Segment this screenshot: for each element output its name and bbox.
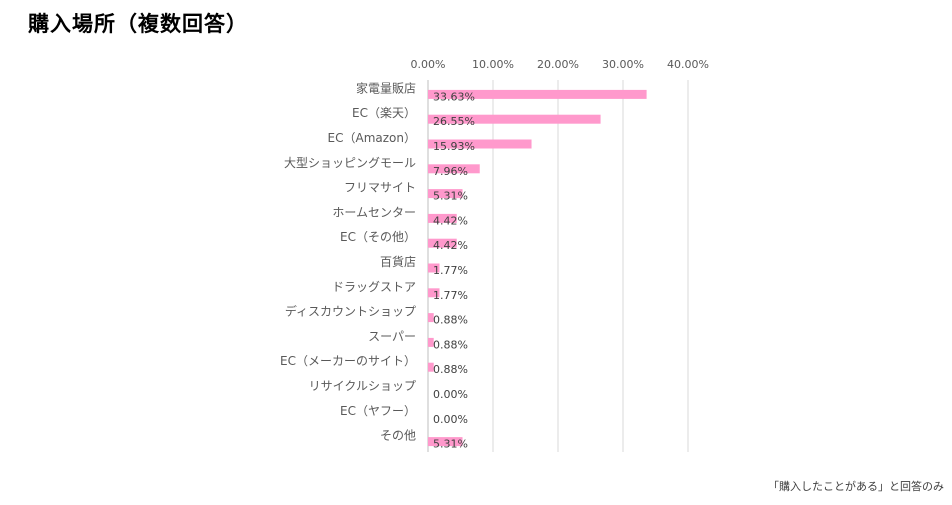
x-tick-label: 0.00% bbox=[411, 58, 446, 71]
category-label: EC（楽天） bbox=[352, 106, 416, 120]
bar bbox=[428, 313, 434, 323]
bar bbox=[428, 164, 480, 174]
bar bbox=[428, 263, 440, 273]
x-tick-label: 40.00% bbox=[667, 58, 709, 71]
category-label: ディスカウントショップ bbox=[285, 304, 416, 319]
data-label: 0.00% bbox=[433, 413, 468, 426]
data-label: 1.77% bbox=[433, 289, 468, 302]
category-label: フリマサイト bbox=[344, 181, 416, 195]
bar bbox=[428, 362, 434, 372]
data-label: 5.31% bbox=[433, 438, 468, 451]
bar bbox=[428, 337, 434, 347]
data-label: 4.42% bbox=[433, 214, 468, 227]
data-label: 0.88% bbox=[433, 314, 468, 327]
data-label: 0.00% bbox=[433, 388, 468, 401]
data-label: 26.55% bbox=[433, 115, 475, 128]
category-label: EC（メーカーのサイト） bbox=[280, 354, 416, 368]
category-label: EC（Amazon） bbox=[328, 131, 416, 145]
category-label: リサイクルショップ bbox=[309, 379, 416, 393]
bar bbox=[428, 213, 457, 223]
data-label: 15.93% bbox=[433, 140, 475, 153]
bar bbox=[428, 437, 463, 447]
category-label: 百貨店 bbox=[380, 254, 416, 269]
bar bbox=[428, 238, 457, 248]
category-label: ドラッグストア bbox=[332, 280, 416, 294]
category-label: その他 bbox=[380, 429, 416, 443]
category-label: 家電量販店 bbox=[356, 80, 416, 95]
data-label: 7.96% bbox=[433, 165, 468, 178]
data-label: 4.42% bbox=[433, 239, 468, 252]
category-label: EC（ヤフー） bbox=[340, 404, 416, 418]
data-label: 33.63% bbox=[433, 90, 475, 103]
bar bbox=[428, 139, 532, 149]
footnote: 「購入したことがある」と回答のみ bbox=[768, 480, 944, 493]
x-tick-label: 30.00% bbox=[602, 58, 644, 71]
category-label: ホームセンター bbox=[332, 205, 416, 219]
category-label: スーパー bbox=[368, 329, 416, 343]
bar bbox=[428, 189, 463, 199]
category-label: 大型ショッピングモール bbox=[284, 156, 416, 170]
data-label: 0.88% bbox=[433, 338, 468, 351]
data-label: 5.31% bbox=[433, 190, 468, 203]
x-tick-label: 20.00% bbox=[537, 58, 579, 71]
bar bbox=[428, 114, 601, 124]
category-label: EC（その他） bbox=[340, 230, 416, 244]
bar bbox=[428, 89, 647, 99]
chart-title: 購入場所（複数回答） bbox=[28, 12, 248, 36]
data-label: 1.77% bbox=[433, 264, 468, 277]
bar bbox=[428, 288, 440, 298]
x-tick-label: 10.00% bbox=[472, 58, 514, 71]
data-label: 0.88% bbox=[433, 363, 468, 376]
